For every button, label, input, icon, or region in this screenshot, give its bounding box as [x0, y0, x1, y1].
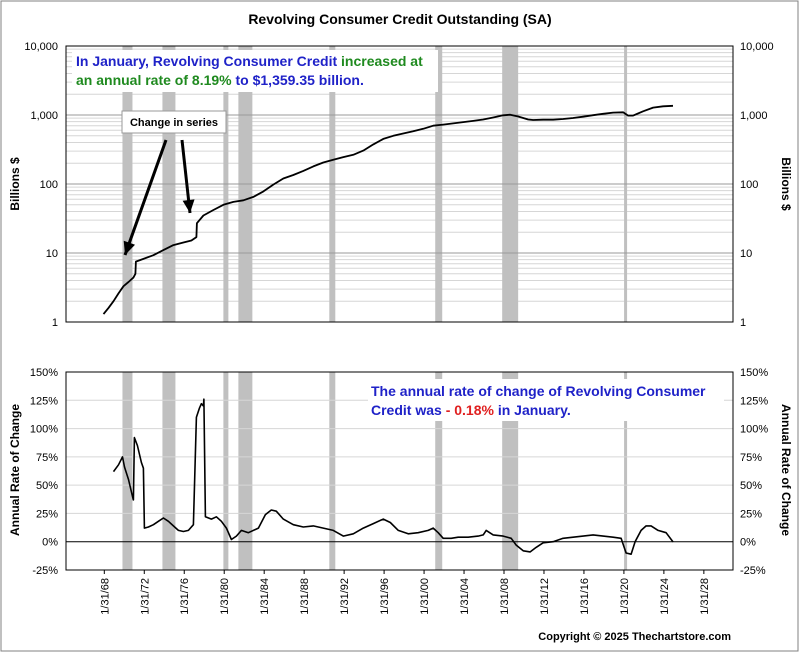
x-tick-label: 1/31/88 [299, 578, 311, 615]
top-y-tick-label-left: 10 [46, 248, 58, 260]
bottom-y-tick-label-right: 75% [740, 452, 762, 464]
top-y-tick-label-right: 10 [740, 248, 752, 260]
top-y-tick-label-left: 10,000 [24, 41, 58, 53]
bottom-y-axis-label-right: Annual Rate of Change [779, 404, 793, 536]
callout-arrow-left-shaft [123, 139, 168, 256]
x-tick-label: 1/31/00 [419, 578, 431, 615]
x-tick-label: 1/31/04 [459, 578, 471, 615]
x-tick-label: 1/31/80 [219, 578, 231, 615]
x-tick-label: 1/31/12 [539, 578, 551, 615]
callout-arrow-right-head [182, 199, 195, 213]
bottom-y-tick-label-left: -25% [32, 565, 58, 577]
top-plot-frame [65, 45, 734, 323]
copyright-text: Copyright © 2025 Thechartstore.com [538, 631, 731, 643]
bottom-annotation-line2-a: Credit was [371, 402, 446, 418]
bottom-y-tick-label-right: 50% [740, 480, 762, 492]
callout-box [121, 110, 227, 134]
bottom-y-tick-label-left: 75% [36, 452, 58, 464]
x-tick-label: 1/31/68 [99, 578, 111, 615]
bottom-recession-bar [502, 372, 519, 570]
x-tick-label: 1/31/08 [499, 578, 511, 615]
bottom-y-tick-label-left: 50% [36, 480, 58, 492]
top-y-axis-label-left: Billions $ [8, 157, 22, 211]
bottom-annotation-line2: Credit was - 0.18% in January. [371, 402, 571, 418]
top-y-tick-label-left: 100 [40, 179, 58, 191]
bottom-y-tick-label-right: 150% [740, 367, 768, 379]
x-tick-label: 1/31/96 [379, 578, 391, 615]
bottom-y-tick-label-left: 0% [42, 537, 58, 549]
top-series-line [102, 104, 674, 315]
top-annotation-box [72, 50, 438, 92]
top-y-axis-label-right: Billions $ [779, 157, 793, 211]
bottom-recession-bar [122, 372, 133, 570]
top-panel: 1 1 10 10 100 100 1,000 1,000 10,000 10,000 In Jan… [24, 41, 773, 329]
top-y-tick-label-right: 1,000 [740, 110, 768, 122]
bottom-y-tick-label-left: 125% [30, 395, 58, 407]
x-tick-label: 1/31/84 [259, 578, 271, 615]
bottom-annotation-line1: The annual rate of change of Revolving C… [371, 383, 706, 399]
bottom-recession-bar [162, 372, 176, 570]
bottom-annotation-line2-b: - 0.18% [446, 402, 495, 418]
bottom-y-tick-label-right: 25% [740, 508, 762, 520]
top-y-tick-label-left: 1,000 [30, 110, 58, 122]
x-tick-label: 1/31/72 [139, 578, 151, 615]
callout-text: Change in series [130, 117, 218, 129]
top-annotation-line2-b: to $1,359.35 billion. [232, 72, 364, 88]
x-axis: 1/31/68 1/31/72 1/31/76 1/31/80 1/31/84 1/31/… [99, 570, 711, 615]
bottom-y-tick-label-right: 100% [740, 424, 768, 436]
bottom-recession-bar [329, 372, 336, 570]
bottom-recession-bar [223, 372, 229, 570]
top-annotation-line1-b: increased at [337, 53, 423, 69]
bottom-y-tick-label-left: 25% [36, 508, 58, 520]
x-tick-label: 1/31/24 [659, 578, 671, 615]
x-tick-label: 1/31/16 [579, 578, 591, 615]
x-tick-label: 1/31/76 [179, 578, 191, 615]
bottom-y-tick-label-right: 125% [740, 395, 768, 407]
x-tick-label: 1/31/28 [699, 578, 711, 615]
bottom-panel: -25% -25% 0% 0% 25% 25% 50% 50% 75% 75% 100% 100% 12… [30, 367, 768, 577]
x-tick-label: 1/31/20 [619, 578, 631, 615]
bottom-plot-frame [65, 371, 734, 571]
x-tick-label: 1/31/92 [339, 578, 351, 615]
top-annotation-line2-a: an annual rate of 8.19% [76, 72, 232, 88]
top-y-tick-label-right: 100 [740, 179, 758, 191]
bottom-annotation-line2-c: in January. [494, 402, 571, 418]
chart-title: Revolving Consumer Credit Outstanding (S… [248, 11, 551, 27]
bottom-y-tick-label-left: 150% [30, 367, 58, 379]
bottom-y-tick-label-left: 100% [30, 424, 58, 436]
bottom-recession-bar [624, 372, 628, 570]
top-y-tick-label-right: 1 [740, 317, 746, 329]
bottom-recession-bar [435, 372, 443, 570]
top-annotation-line1: In January, Revolving Consumer Credit in… [76, 53, 423, 69]
top-annotation-line2: an annual rate of 8.19% to $1,359.35 bil… [76, 72, 364, 88]
bottom-y-axis-label-left: Annual Rate of Change [8, 404, 22, 536]
bottom-annotation-box [368, 379, 724, 421]
bottom-y-tick-label-right: 0% [740, 537, 756, 549]
bottom-series-line [112, 398, 674, 556]
top-y-tick-label-left: 1 [52, 317, 58, 329]
top-y-tick-label-right: 10,000 [740, 41, 774, 53]
bottom-y-tick-label-right: -25% [740, 565, 766, 577]
top-annotation-line1-a: In January, Revolving Consumer Credit [76, 53, 337, 69]
bottom-recession-bar [238, 372, 253, 570]
callout-arrow-left-head [123, 240, 136, 255]
